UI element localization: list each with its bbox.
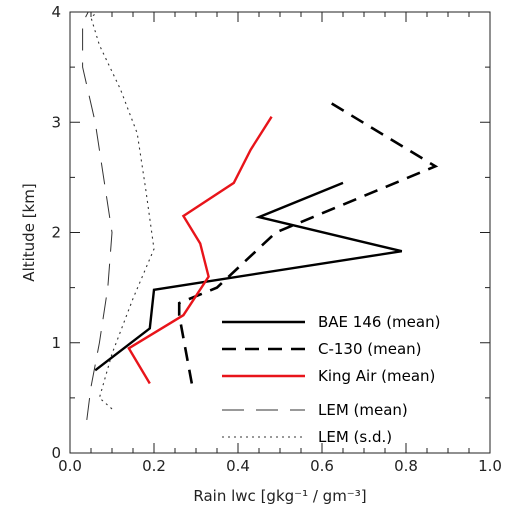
plot-frame — [69, 11, 491, 454]
y-tick-label: 3 — [51, 113, 61, 131]
series-line-2 — [177, 99, 439, 384]
x-tick-label: 0.4 — [226, 457, 250, 475]
series-line-1 — [94, 181, 403, 372]
legend-label-2: C-130 (mean) — [318, 340, 422, 358]
y-tick-label: 0 — [51, 444, 61, 462]
x-axis-label: Rain lwc [gkg⁻¹ / gm⁻³] — [193, 487, 366, 505]
legend-label-4: LEM (mean) — [318, 401, 408, 419]
x-tick-label: 0.6 — [310, 457, 334, 475]
x-tick-label: 0.0 — [58, 457, 82, 475]
y-tick-label: 1 — [51, 334, 61, 352]
series-line-3 — [127, 116, 273, 385]
x-tick-label: 0.2 — [142, 457, 166, 475]
legend-label-1: BAE 146 (mean) — [318, 313, 440, 331]
x-tick-label: 1.0 — [478, 457, 502, 475]
y-axis-label: Altitude [km] — [20, 183, 38, 281]
y-tick-label: 4 — [51, 3, 61, 21]
legend-label-3: King Air (mean) — [318, 367, 435, 385]
legend: BAE 146 (mean) C-130 (mean) King Air (mean… — [222, 313, 440, 446]
series-line-4 — [82, 12, 113, 420]
x-tick-label: 0.8 — [394, 457, 418, 475]
ticks-layer: 0.0 0.2 0.4 0.6 0.8 1.0 0 1 2 3 4 — [51, 3, 501, 475]
y-tick-label: 2 — [51, 224, 61, 242]
series-layer — [82, 12, 439, 420]
legend-label-5: LEM (s.d.) — [318, 428, 392, 446]
